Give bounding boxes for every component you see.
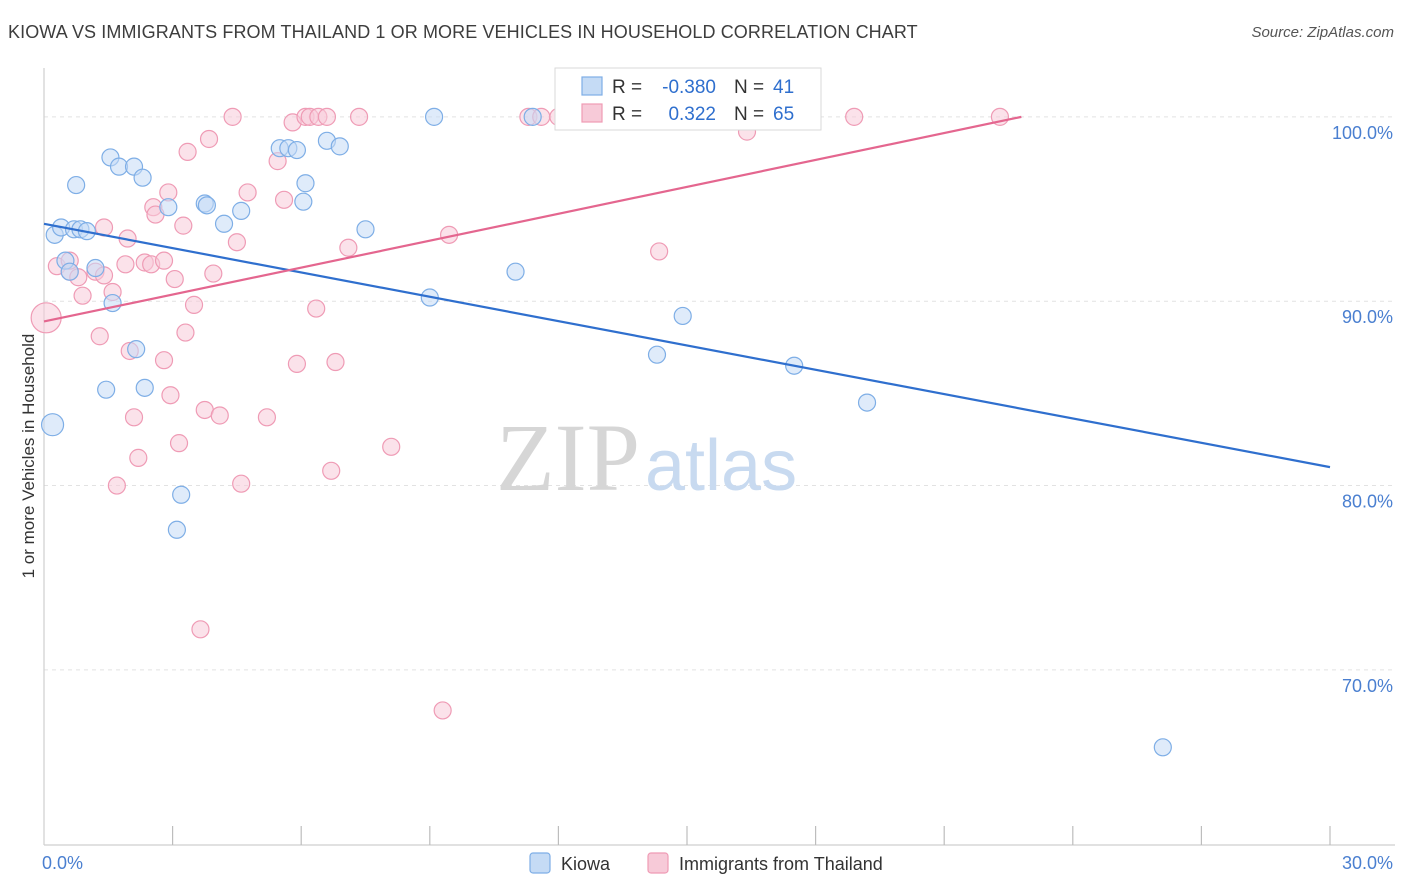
thailand-point [238,183,257,202]
y-tick-label: 100.0% [1332,123,1393,143]
y-tick-label: 70.0% [1342,676,1393,696]
kiowa-point [1153,738,1172,757]
thailand-point [165,269,184,289]
series-legend: Kiowa Immigrants from Thailand [529,852,883,874]
thailand-point [154,251,174,270]
trend-lines [43,115,1331,469]
thailand-point [191,620,210,639]
thailand-point [129,448,148,467]
thailand-point [204,264,223,283]
thailand-point [107,476,126,495]
thailand-trend-line [43,115,1022,323]
thailand-point [433,701,452,720]
x-tick-label: 30.0% [1342,853,1393,873]
kiowa-point [857,393,877,412]
stats-n-label-kiowa: N = [734,77,764,98]
kiowa-point [86,258,105,278]
legend-label-thailand: Immigrants from Thailand [679,854,883,874]
thailand-point [326,352,345,372]
y-axis-label: 1 or more Vehicles in Household [19,334,38,579]
thailand-point [349,107,369,126]
thailand-point [232,474,251,493]
thailand-point [199,129,219,149]
y-tick-label: 90.0% [1342,307,1393,327]
legend-swatch-thailand [647,852,669,874]
kiowa-point [167,520,186,539]
kiowa-point [232,201,251,220]
watermark-zip: ZIP [496,404,640,511]
thailand-point [210,406,229,425]
stats-r-label-kiowa: R = [612,77,642,98]
kiowa-point [424,107,444,126]
thailand-point [174,216,193,235]
legend-swatch-kiowa [529,852,551,874]
thailand-point [317,107,337,126]
tick-labels: 100.0% 90.0% 80.0% 70.0% 0.0% 30.0% [42,123,1393,873]
thailand-point [227,233,246,252]
y-tick-label: 80.0% [1342,492,1393,512]
kiowa-point [172,485,191,504]
watermark: ZIP atlas [496,404,797,511]
thailand-point [287,354,307,373]
thailand-point [176,323,195,342]
kiowa-point [67,175,86,195]
thailand-point [339,238,358,257]
axes [43,68,1395,846]
stats-r-label-thailand: R = [612,104,642,125]
kiowa-point [197,196,216,215]
kiowa-point [97,380,116,399]
thailand-point [124,408,144,427]
thailand-point [178,142,197,161]
thailand-point [650,242,669,261]
kiowa-point [127,340,146,359]
kiowa-point [356,220,375,239]
thailand-point [169,434,189,453]
legend-label-kiowa: Kiowa [561,854,611,874]
thailand-point [90,327,109,346]
kiowa-point [294,192,313,211]
kiowa-point [296,174,315,193]
thailand-point [223,107,242,126]
stats-legend: R = -0.380 N = 41 R = 0.322 N = 65 [554,67,822,131]
kiowa-point [135,378,154,397]
kiowa-trend-line [43,222,1331,469]
kiowa-point [330,137,349,156]
thailand-point [322,461,341,480]
source-label: Source: ZipAtlas.com [1251,24,1394,41]
data-points [30,107,1172,757]
kiowa-point [133,168,152,187]
thailand-point [161,386,180,405]
kiowa-point [214,214,234,233]
kiowa-point [523,107,542,126]
thailand-point [274,190,294,209]
thailand-point [382,437,401,456]
stats-legend-swatch-kiowa [581,76,603,96]
stats-legend-swatch-thailand [581,103,603,123]
kiowa-point [159,198,178,217]
kiowa-point [287,140,307,160]
thailand-point [116,255,135,274]
kiowa-point [60,262,79,281]
stats-r-value-kiowa: -0.380 [662,77,716,98]
thailand-point [184,295,204,314]
kiowa-point [506,262,525,281]
stats-n-value-kiowa: 41 [773,77,794,98]
thailand-point [73,286,92,305]
watermark-atlas: atlas [645,426,797,506]
chart-title: KIOWA VS IMMIGRANTS FROM THAILAND 1 OR M… [8,22,918,42]
kiowa-point [647,345,667,364]
thailand-point [257,408,277,427]
kiowa-point [673,306,692,326]
stats-r-value-thailand: 0.322 [668,104,716,125]
thailand-point [307,299,326,318]
kiowa-point [40,413,65,437]
stats-n-label-thailand: N = [734,104,764,125]
thailand-point [154,351,174,370]
thailand-point [845,107,864,126]
stats-n-value-thailand: 65 [773,104,794,125]
x-tick-label: 0.0% [42,853,83,873]
